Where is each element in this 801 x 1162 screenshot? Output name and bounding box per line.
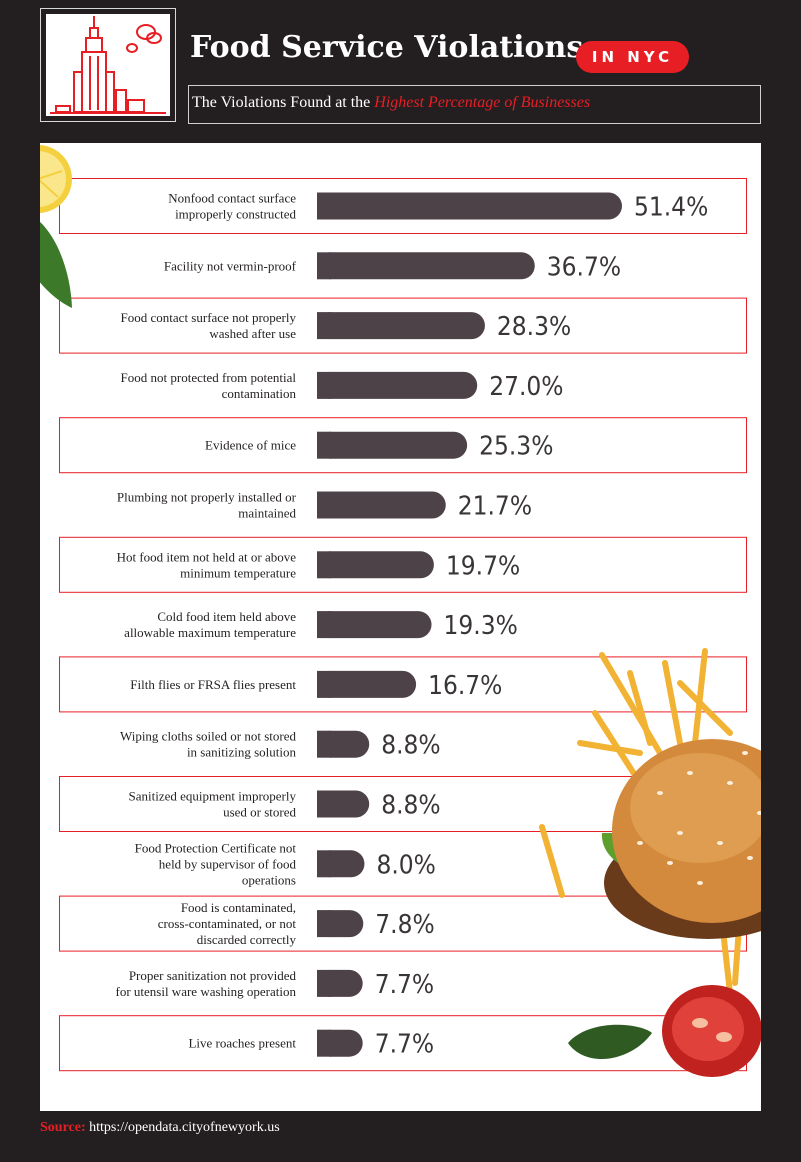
value-label: 51.4% [634,193,708,223]
basil-leaf-icon [568,1024,652,1060]
value-label: 7.7% [375,970,434,1000]
category-label: Plumbing not properly installed or [117,490,297,505]
category-label: Cold food item held above [157,609,296,624]
category-label: Filth flies or FRSA flies present [130,677,296,692]
value-label: 8.8% [381,791,440,821]
value-label: 25.3% [479,432,553,462]
bar [317,611,432,639]
fries-icon [539,648,743,996]
category-label: operations [242,872,296,887]
row-frame [59,656,747,713]
category-label: in sanitizing solution [187,745,297,760]
bar-left-cap [317,670,331,698]
category-label: cross-contaminated, or not [158,916,297,931]
category-label: Facility not vermin-proof [164,258,297,273]
bar-left-cap [317,790,331,818]
value-label: 8.8% [381,731,440,761]
category-label: for utensil ware washing operation [115,984,296,999]
bar-left-cap [317,850,331,878]
value-label: 8.0% [376,850,435,880]
category-label: minimum temperature [180,565,296,580]
row-frame [59,536,747,593]
category-label: Food is contaminated, [181,900,296,915]
row-frame [59,417,747,474]
logo-frame [40,8,176,122]
value-label: 19.3% [444,611,518,641]
category-label: Food Protection Certificate not [135,840,297,855]
category-label: maintained [238,506,296,521]
chart-panel: Nonfood contact surface improperly constr… [40,143,761,1111]
category-label: allowable maximum temperature [124,625,296,640]
category-label: Live roaches present [188,1036,296,1051]
bar [317,491,446,519]
bar-left-cap [317,192,331,220]
category-label: Sanitized equipment improperly [128,789,296,804]
category-label: held by supervisor of food [159,856,297,871]
bar-left-cap [317,730,331,758]
category-label: Hot food item not held at or above [117,549,297,564]
bar [317,431,468,459]
bar [317,670,417,698]
bar-left-cap [317,371,331,399]
category-label: improperly constructed [175,207,296,222]
bar-left-cap [317,312,331,340]
empire-state-building-icon [50,16,166,114]
category-label: contamination [222,386,297,401]
burger-icon [601,739,761,939]
bar-left-cap [317,551,331,579]
bar [317,312,485,340]
value-label: 7.7% [375,1030,434,1060]
lemon-icon [40,145,72,213]
bar [317,551,434,579]
value-label: 21.7% [458,492,532,522]
subtitle: The Violations Found at the Highest Perc… [192,94,590,112]
value-label: 36.7% [547,252,621,282]
source-label: Source: [40,1120,86,1135]
source-line: Source: https://opendata.cityofnewyork.u… [40,1120,280,1136]
logo-panel [46,14,170,116]
category-label: Evidence of mice [205,438,296,453]
location-badge: IN NYC [576,41,689,73]
source-link[interactable]: https://opendata.cityofnewyork.us [89,1120,280,1135]
category-label: Nonfood contact surface [168,191,296,206]
leaf-icon [40,222,72,308]
bar-left-cap [317,969,331,997]
subtitle-prefix: The Violations Found at the [192,94,375,111]
category-label: discarded correctly [197,932,297,947]
subtitle-highlight: Highest Percentage of Businesses [374,94,591,111]
value-label: 7.8% [375,910,434,940]
bar-left-cap [317,611,331,639]
value-label: 16.7% [428,671,502,701]
value-label: 19.7% [446,551,520,581]
bar-left-cap [317,431,331,459]
category-label: Food not protected from potential [121,370,297,385]
tomato-icon [662,985,761,1077]
bar-left-cap [317,910,331,938]
category-label: used or stored [223,805,296,820]
bar [317,371,478,399]
page-title: Food Service Violations [190,30,584,65]
bar [317,192,622,220]
category-label: Wiping cloths soiled or not stored [120,729,297,744]
value-label: 28.3% [497,312,571,342]
category-label: Proper sanitization not provided [129,968,297,983]
bar-left-cap [317,252,331,280]
category-label: Food contact surface not properly [121,310,297,325]
category-label: washed after use [209,326,296,341]
row-frame [59,297,747,354]
bar-left-cap [317,1029,331,1057]
row-frame [59,178,747,234]
bar-left-cap [317,491,331,519]
subtitle-frame: The Violations Found at the Highest Perc… [188,85,761,124]
value-label: 27.0% [489,372,563,402]
bar [317,252,535,280]
cloud-icon [126,24,162,53]
